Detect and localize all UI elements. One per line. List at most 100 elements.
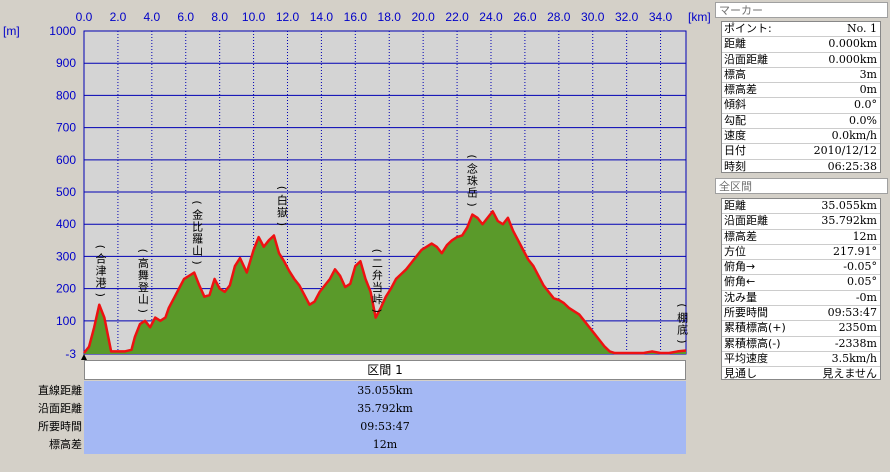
whole-value: 09:53:47 xyxy=(827,306,877,320)
elevation-diff-value: 12m xyxy=(372,438,398,451)
svg-text:(: ( xyxy=(94,245,107,249)
elevation-diff-label: 標高差 xyxy=(49,438,82,451)
y-tick-label: 200 xyxy=(56,282,76,296)
x-tick-label: 6.0 xyxy=(177,10,194,24)
marker-value: 2010/12/12 xyxy=(813,144,877,158)
whole-row: 平均速度 3.5km/h xyxy=(722,351,880,368)
svg-text:港: 港 xyxy=(95,277,106,290)
elapsed-time-value: 09:53:47 xyxy=(360,420,410,433)
whole-section-panel-header[interactable]: 全区間 xyxy=(715,178,888,194)
marker-key: 標高差 xyxy=(724,83,757,97)
marker-key: 傾斜 xyxy=(724,98,746,112)
whole-key: 累積標高(+) xyxy=(724,321,786,335)
marker-row: 傾斜 0.0° xyxy=(722,98,880,114)
svg-text:白: 白 xyxy=(277,193,288,207)
x-tick-label: 24.0 xyxy=(479,10,503,24)
x-tick-label: 10.0 xyxy=(242,10,266,24)
svg-text:(: ( xyxy=(370,249,383,253)
marker-row: 速度 0.0km/h xyxy=(722,129,880,145)
svg-text:): ) xyxy=(676,339,689,343)
y-tick-label: 600 xyxy=(56,153,76,167)
svg-text:(: ( xyxy=(676,303,689,307)
marker-row: 標高 3m xyxy=(722,67,880,84)
marker-value: No. 1 xyxy=(846,22,877,35)
peak-label: (棚底) xyxy=(676,303,689,343)
x-tick-label: 2.0 xyxy=(110,10,127,24)
svg-text:嶽: 嶽 xyxy=(277,206,288,219)
y-tick-label: 700 xyxy=(56,121,76,135)
start-marker-icon xyxy=(81,354,87,360)
svg-text:岳: 岳 xyxy=(467,187,478,200)
marker-panel-header[interactable]: マーカー xyxy=(715,2,888,18)
svg-text:金: 金 xyxy=(192,208,203,222)
y-tick-label: 800 xyxy=(56,88,76,102)
svg-text:(: ( xyxy=(275,186,288,190)
marker-value: 3m xyxy=(859,67,877,81)
section-title-bar[interactable]: 区間 1 xyxy=(84,360,686,380)
marker-key: 時刻 xyxy=(724,159,746,173)
svg-text:山: 山 xyxy=(138,293,149,306)
y-unit-label: [m] xyxy=(3,24,20,38)
marker-row: 時刻 06:25:38 xyxy=(722,160,880,175)
marker-key: ポイント: xyxy=(724,22,772,35)
whole-row: 累積標高(-) -2338m xyxy=(722,337,880,352)
whole-value: 217.91° xyxy=(833,244,877,258)
marker-value: 0m xyxy=(859,83,877,97)
svg-text:舞: 舞 xyxy=(138,269,149,282)
svg-text:津: 津 xyxy=(95,265,106,278)
whole-value: 0.05° xyxy=(847,275,877,289)
svg-text:当: 当 xyxy=(372,280,383,294)
whole-value: 12m xyxy=(852,229,877,243)
x-tick-label: 18.0 xyxy=(378,10,402,24)
svg-text:珠: 珠 xyxy=(467,174,478,188)
marker-value: 0.0km/h xyxy=(831,129,877,143)
whole-key: 沈み量 xyxy=(724,290,757,304)
whole-row: 方位 217.91° xyxy=(722,244,880,261)
straight-distance-label: 直線距離 xyxy=(38,384,82,397)
marker-info-table: ポイント: No. 1 距離 0.000km 沿面距離 0.000km 標高 3m 標高差 0m 傾… xyxy=(721,21,881,173)
x-tick-label: 28.0 xyxy=(547,10,571,24)
marker-value: 0.000km xyxy=(828,52,877,66)
svg-text:二: 二 xyxy=(372,257,383,270)
surface-distance-value: 35.792km xyxy=(357,402,413,415)
marker-key: 速度 xyxy=(724,129,746,143)
whole-row: 沈み量 -0m xyxy=(722,290,880,307)
svg-text:羅: 羅 xyxy=(192,233,203,246)
peak-label: (合津港) xyxy=(94,245,107,297)
svg-text:登: 登 xyxy=(138,280,149,294)
svg-text:底: 底 xyxy=(677,322,688,336)
x-tick-label: 34.0 xyxy=(649,10,673,24)
y-tick-label: 300 xyxy=(56,249,76,263)
svg-text:): ) xyxy=(191,260,204,264)
surface-distance-label: 沿面距離 xyxy=(38,402,82,415)
whole-value: 35.055km xyxy=(821,199,877,212)
y-tick-label: 100 xyxy=(56,314,76,328)
whole-value: 35.792km xyxy=(821,214,877,228)
marker-key: 勾配 xyxy=(724,113,746,127)
whole-row: 沿面距離 35.792km xyxy=(722,214,880,230)
marker-value: 0.000km xyxy=(828,37,877,51)
whole-value: 3.5km/h xyxy=(831,351,877,365)
x-unit-label: [km] xyxy=(688,10,711,24)
x-tick-label: 12.0 xyxy=(276,10,300,24)
svg-text:(: ( xyxy=(191,200,204,204)
svg-text:(: ( xyxy=(465,154,478,158)
marker-row: 沿面距離 0.000km xyxy=(722,53,880,68)
whole-key: 平均速度 xyxy=(724,351,768,365)
whole-value: -0m xyxy=(855,290,877,304)
whole-section-info-table: 距離 35.055km 沿面距離 35.792km 標高差 12m 方位 217.91° 俯角→… xyxy=(721,198,881,380)
y-tick-label: 400 xyxy=(56,217,76,231)
y-tick-label: 900 xyxy=(56,56,76,70)
marker-value: 0.0° xyxy=(854,98,877,112)
whole-key: 所要時間 xyxy=(724,306,768,320)
whole-row: 所要時間 09:53:47 xyxy=(722,306,880,322)
svg-text:山: 山 xyxy=(192,245,203,258)
svg-text:念: 念 xyxy=(467,162,478,176)
whole-key: 累積標高(-) xyxy=(724,336,781,350)
elevation-line xyxy=(83,210,687,355)
marker-row: 距離 0.000km xyxy=(722,37,880,53)
svg-text:(: ( xyxy=(136,249,149,253)
y-tick-label: 500 xyxy=(56,185,76,199)
peak-label: (白嶽) xyxy=(275,186,288,226)
